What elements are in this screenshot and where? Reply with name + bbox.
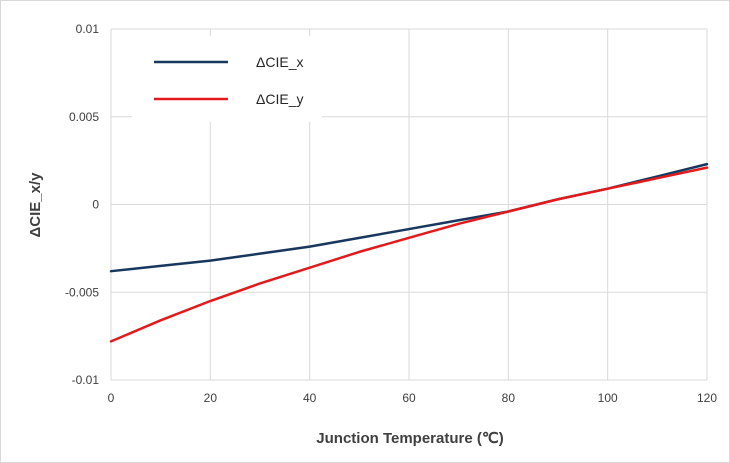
- x-tick-label: 20: [204, 391, 218, 405]
- y-tick-label: -0.01: [72, 373, 100, 387]
- tick-labels: -0.01 -0.005 0 0.005 0.01 0 20 40 60 80 100 120: [65, 22, 717, 405]
- x-tick-label: 80: [502, 391, 516, 405]
- legend: ΔCIE_x ΔCIE_y: [132, 36, 322, 122]
- x-tick-label: 40: [303, 391, 317, 405]
- series-lines: [109, 162, 709, 343]
- legend-label-cie-y: ΔCIE_y: [256, 91, 303, 107]
- x-tick-label: 120: [697, 391, 717, 405]
- x-tick-label: 100: [598, 391, 618, 405]
- grid-lines: [110, 28, 708, 381]
- legend-label-cie-x: ΔCIE_x: [256, 54, 303, 70]
- y-tick-label: 0: [92, 198, 99, 212]
- x-tick-label: 60: [402, 391, 416, 405]
- legend-background: [132, 36, 322, 122]
- x-tick-label: 0: [108, 391, 115, 405]
- y-axis-title: ΔCIE_x/y: [27, 172, 44, 238]
- y-tick-label: 0.005: [69, 110, 99, 124]
- series-line-cie-y: [109, 166, 709, 343]
- y-tick-label: -0.005: [65, 285, 99, 299]
- y-tick-label: 0.01: [76, 22, 100, 36]
- x-axis-title: Junction Temperature (℃): [316, 430, 503, 447]
